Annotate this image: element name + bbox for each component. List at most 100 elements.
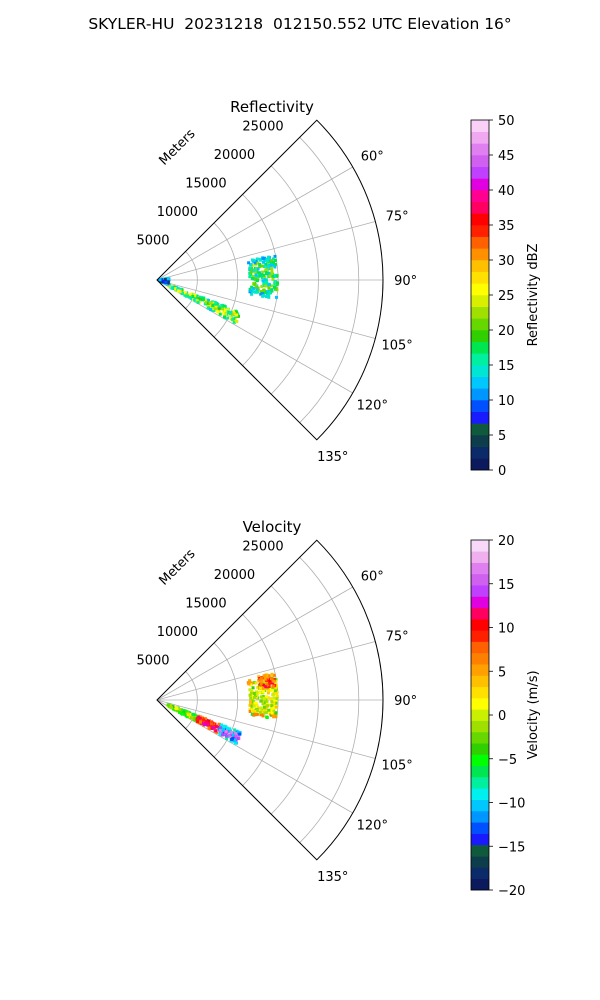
radial-tick-label: 25000 (242, 119, 283, 134)
echo-cell-cell (256, 290, 259, 294)
echo-cell-cell (272, 673, 276, 677)
echo-cell-cell (270, 271, 274, 275)
colorbar-segment (471, 365, 489, 377)
azimuth-gridline (156, 586, 353, 701)
echo-cell-cell (270, 704, 274, 708)
azimuth-tick-label: 75° (386, 630, 409, 645)
echo-cell-line-mid (207, 719, 211, 723)
echo-cell-cell (256, 274, 260, 278)
echo-cell-cell (263, 711, 267, 715)
colorbar-tick-label: −10 (498, 797, 525, 812)
echo-cell-cell (270, 259, 274, 263)
echo-cell-line (176, 289, 180, 293)
echo-cell-cell (248, 268, 252, 272)
echo-cell-cell (249, 270, 253, 274)
echo-cell-cell (247, 261, 251, 265)
colorbar-segment (471, 411, 489, 424)
azimuth-tick-label: 60° (361, 150, 384, 165)
radar-echoes (166, 672, 279, 745)
echo-cell-line (174, 287, 178, 291)
echo-cell-line (221, 307, 225, 311)
echo-cell-cell (265, 715, 269, 719)
colorbar-segment (471, 225, 489, 237)
radial-tick-label: 25000 (242, 539, 283, 554)
echo-cell-line-far (236, 730, 240, 734)
echo-cell-line-near (180, 708, 184, 712)
echo-cell-line (178, 289, 182, 293)
echo-cell-cell (262, 705, 266, 709)
echo-cell-line (235, 313, 239, 317)
colorbar-segment (471, 190, 489, 202)
echo-cell-line (185, 294, 188, 298)
colorbar-segment (471, 400, 489, 412)
colorbar-segment (471, 856, 489, 868)
velocity-panel: Velocity 5000 10000 15000 20000 25000 Meters 60… (136, 518, 541, 899)
echo-cell-cell (270, 266, 274, 270)
echo-cell-cell-top (263, 677, 267, 681)
echo-cell-cell (255, 288, 259, 292)
echo-cell-cell (253, 290, 257, 294)
echo-cell-line-near (189, 715, 193, 719)
echo-cell-cell (266, 260, 270, 264)
echo-cell-cell-top (267, 674, 271, 678)
echo-cell-cell (272, 701, 276, 705)
radial-tick-label: 20000 (214, 568, 255, 583)
colorbar-segment (471, 709, 489, 721)
echo-cell-cell (267, 708, 271, 712)
echo-cell-cell (254, 705, 258, 709)
echo-cell-line (188, 295, 192, 299)
echo-cell-line (204, 300, 208, 304)
colorbar-segment (471, 596, 489, 609)
echo-cell-line (222, 311, 226, 315)
echo-cell-line-far (222, 724, 226, 728)
echo-cell-cell (271, 274, 274, 278)
colorbar-segment (471, 585, 489, 597)
echo-cell-cell (272, 713, 276, 716)
echo-cell-line (176, 286, 180, 290)
colorbar-segment (471, 743, 489, 755)
echo-cell-cell (267, 255, 270, 259)
echo-cell-cell (260, 264, 264, 268)
echo-cell-line (231, 317, 235, 321)
echo-cell-cell-top (268, 680, 272, 684)
echo-cell-cell (266, 696, 270, 700)
echo-cell-line (185, 293, 189, 297)
colorbar-tick-label: 25 (498, 289, 515, 304)
echo-cell-line-far (234, 734, 238, 738)
echo-cell-line-mid (212, 726, 215, 730)
colorbar-tick-label: 10 (498, 622, 515, 637)
colorbar-tick-label: 35 (498, 219, 515, 234)
echo-cell-cell (254, 681, 258, 685)
colorbar-segment (471, 295, 489, 307)
colorbar-segment (471, 833, 489, 846)
echo-cell-near (165, 277, 169, 281)
echo-cell-cell (248, 679, 252, 683)
echo-cell-line-near (185, 715, 189, 719)
echo-cell-cell (248, 680, 252, 684)
colorbar-segment (471, 120, 489, 132)
echo-cell-cell (265, 271, 269, 275)
echo-cell-cell (248, 275, 252, 279)
echo-cell-cell (271, 277, 275, 281)
echo-cell-line-mid (204, 720, 208, 724)
echo-cell-line (192, 295, 196, 299)
echo-cell-cell (265, 710, 269, 714)
echo-cell-line-mid (208, 724, 212, 728)
echo-cell-cell-top (266, 683, 270, 686)
echo-cell-cell (275, 693, 279, 697)
colorbar-segment (471, 540, 489, 552)
echo-cell-line (231, 310, 235, 314)
echo-cell-cell (253, 282, 257, 286)
colorbar-segment (471, 720, 489, 733)
echo-cell-cell (267, 293, 271, 297)
azimuth-tick-label: 75° (386, 210, 409, 225)
azimuth-tick-label: 60° (361, 570, 384, 585)
colorbar-segment (471, 765, 489, 778)
echo-cell-line-far (227, 733, 231, 737)
echo-cell-cell (250, 276, 254, 280)
echo-cell-cell (274, 263, 277, 266)
echo-cell-cell (256, 276, 260, 280)
echo-cell-line-far (224, 734, 228, 738)
echo-cell-cell (262, 273, 265, 277)
